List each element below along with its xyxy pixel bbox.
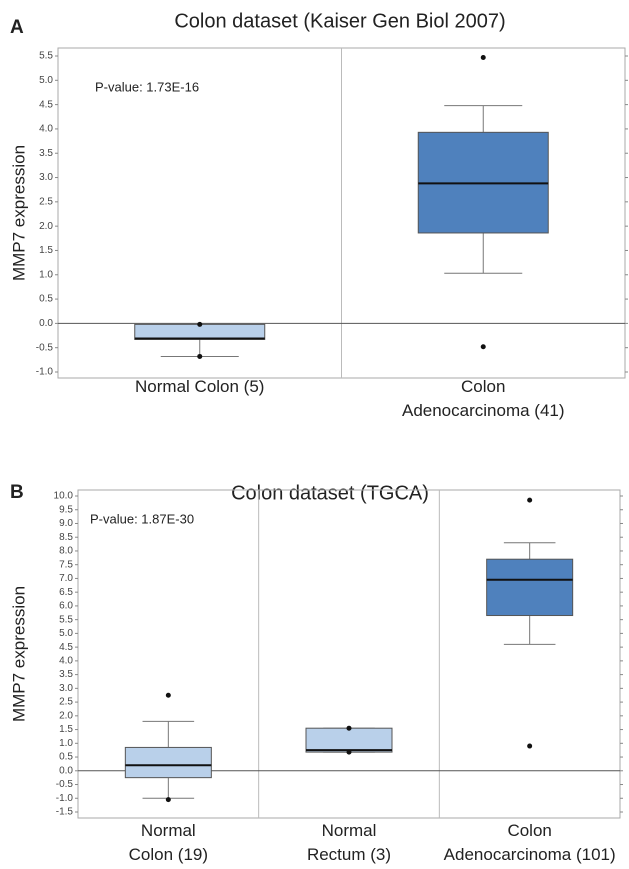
y-tick-label: 6.0 [59, 601, 73, 612]
y-tick-label: -1.5 [56, 807, 74, 818]
y-tick-label: -1.0 [56, 793, 74, 804]
x-tick-label-line: Colon [461, 377, 505, 396]
box [486, 558, 574, 617]
y-tick-label: 7.0 [59, 573, 73, 584]
y-tick-label: 4.0 [39, 124, 53, 135]
min-point [527, 743, 533, 749]
y-tick-label: 0.0 [59, 765, 73, 776]
y-tick-label: 3.0 [59, 683, 73, 694]
y-tick-label: 10.0 [54, 491, 74, 502]
max-point [480, 54, 486, 60]
y-tick-label: 3.0 [39, 172, 53, 183]
y-tick-label: 1.5 [39, 245, 53, 256]
y-tick-label: 5.0 [39, 75, 53, 86]
y-tick-label: 5.5 [59, 614, 73, 625]
x-tick-label-line: Adenocarcinoma (41) [402, 401, 565, 420]
y-tick-label: 7.5 [59, 559, 73, 570]
x-tick-label: Colon Adenocarcinoma (41) [402, 377, 565, 420]
box [124, 746, 212, 779]
x-tick-label-line: Normal [322, 821, 377, 840]
x-tick-label-line: Normal [141, 821, 196, 840]
y-tick-label: 1.0 [39, 269, 53, 280]
x-tick-label-line: Normal Colon (5) [135, 377, 264, 396]
y-tick-label: 0.0 [39, 318, 53, 329]
plot-frame [77, 489, 621, 819]
y-tick-label: 6.5 [59, 587, 73, 598]
y-tick-label: 5.0 [59, 628, 73, 639]
max-point [346, 725, 352, 731]
max-point [165, 692, 171, 698]
y-tick-label: 2.0 [39, 221, 53, 232]
y-axis-label: MMP7 expression [9, 586, 28, 722]
x-tick-label-line: Adenocarcinoma (101) [444, 845, 616, 864]
y-tick-label: 2.5 [39, 196, 53, 207]
y-tick-label: -0.5 [56, 779, 74, 790]
y-tick-label: 1.0 [59, 738, 73, 749]
y-tick-label: 4.5 [59, 642, 73, 653]
y-tick-label: -1.0 [36, 367, 54, 378]
min-point [346, 749, 352, 755]
chart-title: Colon dataset (TGCA) [231, 482, 429, 504]
annotation: P-value: 1.73E-16 [95, 79, 199, 94]
x-tick-label: Normal Colon (5) [135, 377, 264, 396]
x-tick-label: Colon Adenocarcinoma (101) [444, 821, 616, 864]
y-tick-label: -0.5 [36, 342, 54, 353]
min-point [197, 353, 203, 359]
x-tick-label-line: Colon (19) [129, 845, 208, 864]
y-tick-label: 0.5 [59, 752, 73, 763]
x-tick-label-line: Rectum (3) [307, 845, 391, 864]
x-tick-label-line: Colon [507, 821, 551, 840]
panel-label: A [10, 17, 24, 38]
y-tick-label: 8.5 [59, 532, 73, 543]
min-point [480, 344, 486, 350]
y-tick-label: 2.0 [59, 710, 73, 721]
y-tick-label: 3.5 [59, 669, 73, 680]
y-tick-label: 0.5 [39, 294, 53, 305]
y-tick-label: 4.5 [39, 99, 53, 110]
max-point [197, 321, 203, 327]
x-tick-label: Normal Colon (19) [129, 821, 208, 864]
max-point [527, 497, 533, 503]
y-tick-label: 8.0 [59, 546, 73, 557]
y-tick-label: 1.5 [59, 724, 73, 735]
y-tick-label: 5.5 [39, 51, 53, 62]
y-tick-label: 4.0 [59, 656, 73, 667]
x-tick-label: Normal Rectum (3) [307, 821, 391, 864]
box [305, 727, 393, 753]
y-tick-label: 3.5 [39, 148, 53, 159]
min-point [165, 797, 171, 803]
y-tick-label: 2.5 [59, 697, 73, 708]
y-tick-label: 9.0 [59, 518, 73, 529]
y-tick-label: 9.5 [59, 504, 73, 515]
annotation: P-value: 1.87E-30 [90, 511, 194, 526]
chart-title: Colon dataset (Kaiser Gen Biol 2007) [174, 10, 505, 32]
y-axis-label: MMP7 expression [9, 145, 28, 281]
panel-label: B [10, 482, 24, 503]
